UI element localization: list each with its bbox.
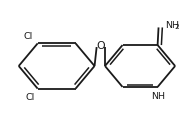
Text: Cl: Cl	[24, 32, 33, 41]
Text: NH: NH	[151, 92, 166, 101]
Text: 2: 2	[175, 23, 180, 30]
Text: O: O	[96, 41, 105, 51]
Text: Cl: Cl	[26, 93, 35, 102]
Text: NH: NH	[165, 21, 179, 30]
